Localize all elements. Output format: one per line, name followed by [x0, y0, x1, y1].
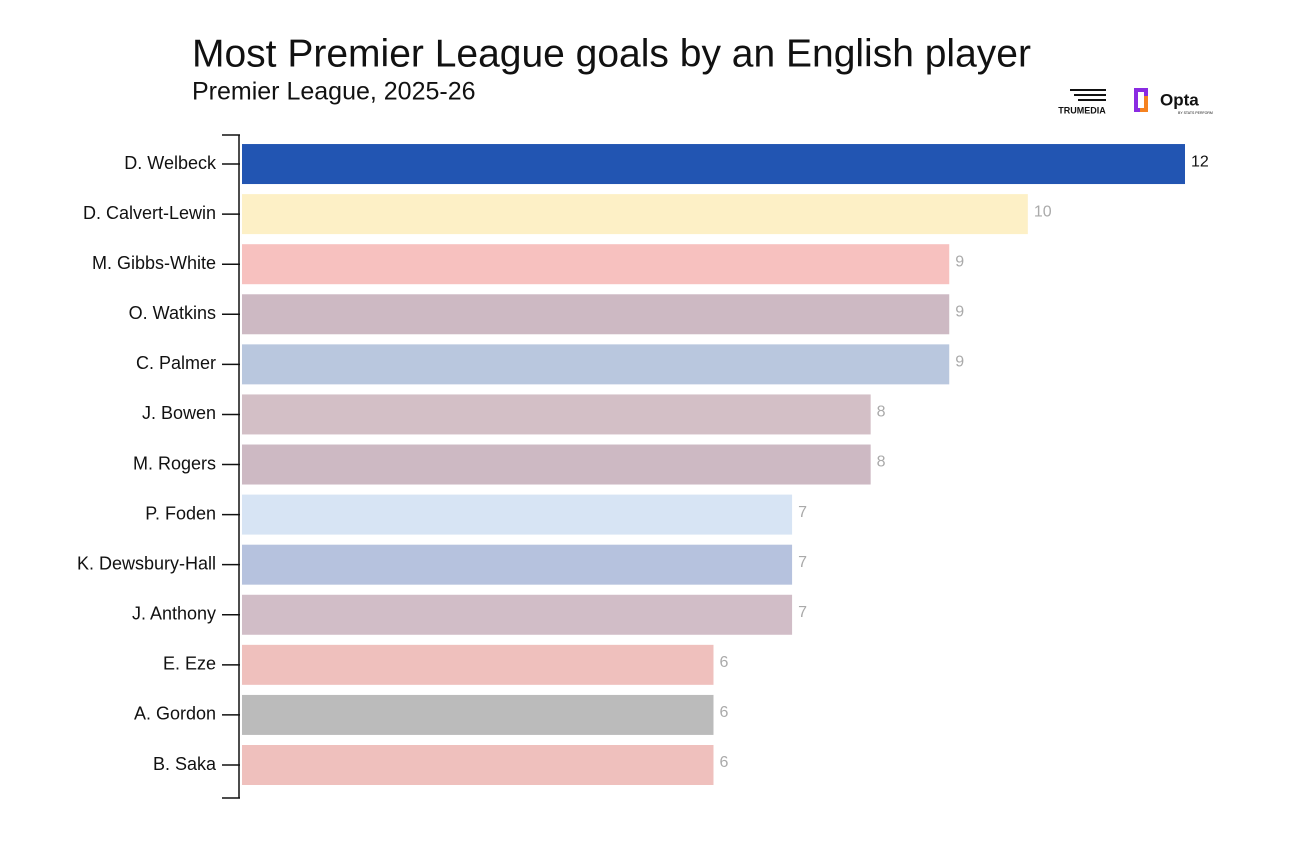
opta-text: Opta	[1160, 90, 1199, 109]
y-tick-label: A. Gordon	[134, 704, 216, 724]
bar	[242, 194, 1028, 235]
bar	[242, 394, 871, 435]
value-label: 7	[798, 604, 807, 621]
bar	[242, 494, 793, 535]
y-tick-label: M. Rogers	[133, 453, 216, 473]
y-tick-label: K. Dewsbury-Hall	[77, 553, 216, 573]
y-tick-label: J. Bowen	[142, 403, 216, 423]
value-label: 8	[877, 404, 886, 421]
value-label: 8	[877, 454, 886, 471]
bar	[242, 244, 950, 285]
value-label: 9	[955, 303, 964, 320]
chart-title: Most Premier League goals by an English …	[192, 32, 1031, 75]
y-tick-label: D. Welbeck	[124, 153, 217, 173]
y-tick-label: M. Gibbs-White	[92, 253, 216, 273]
value-label: 6	[720, 754, 729, 771]
y-tick-label: B. Saka	[153, 754, 217, 774]
opta-logo: Opta BY STATS PERFORM	[1134, 88, 1213, 115]
bar	[242, 644, 714, 685]
value-label: 6	[720, 704, 729, 721]
value-label: 12	[1191, 153, 1209, 170]
y-tick-label: J. Anthony	[132, 604, 216, 624]
bar	[242, 144, 1185, 185]
bar	[242, 344, 950, 385]
bar	[242, 745, 714, 785]
y-tick-label: E. Eze	[163, 654, 216, 674]
bar	[242, 544, 793, 585]
y-tick-label: D. Calvert-Lewin	[83, 203, 216, 223]
chart-subtitle: Premier League, 2025-26	[192, 78, 476, 106]
value-label: 10	[1034, 203, 1052, 220]
y-tick-label: P. Foden	[145, 503, 216, 523]
value-label: 9	[955, 354, 964, 371]
value-label: 9	[955, 253, 964, 270]
y-tick-label: O. Watkins	[129, 303, 216, 323]
trumedia-logo: TRUMEDIA	[1058, 89, 1106, 115]
bar	[242, 694, 714, 735]
bar	[242, 594, 793, 635]
bar	[242, 294, 950, 335]
value-label: 7	[798, 504, 807, 521]
opta-subtext: BY STATS PERFORM	[1178, 111, 1213, 115]
bar	[242, 444, 871, 485]
value-label: 6	[720, 654, 729, 671]
value-label: 7	[798, 554, 807, 571]
y-tick-label: C. Palmer	[136, 353, 216, 373]
trumedia-text: TRUMEDIA	[1058, 105, 1106, 115]
plot-area: D. Welbeck 12 D. Calvert-Lewin 10 M. Gibbs-W…	[77, 134, 1209, 799]
